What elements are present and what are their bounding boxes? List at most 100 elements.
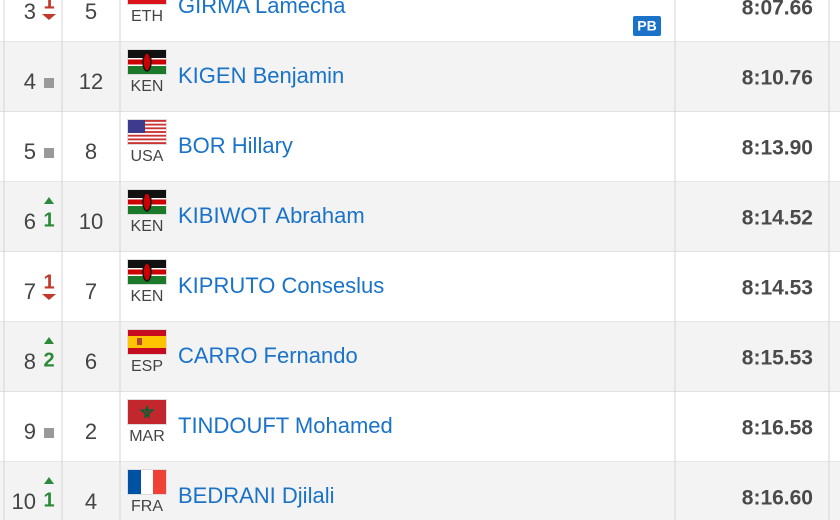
flag	[127, 469, 167, 495]
flag-stripe	[128, 134, 166, 137]
athlete-name: GIRMA Lamecha	[178, 0, 346, 18]
result-row: 10 1 4 FRA BEDRANI Djilali 8:16.60	[0, 462, 840, 520]
athlete-name: KIBIWOT Abraham	[178, 203, 365, 228]
position-change: 1	[43, 489, 54, 511]
result-row: 8 2 6 ESP CARRO Fernando 8:15.53	[0, 322, 840, 393]
rank: 4	[24, 69, 36, 94]
flag-star	[139, 405, 155, 419]
athlete-name: CARRO Fernando	[178, 343, 358, 368]
bib-number: 2	[85, 419, 97, 444]
position-change: 1	[43, 209, 54, 231]
result-time: 8:07.66	[742, 0, 813, 20]
row-background	[0, 182, 840, 252]
flag-stripe	[128, 336, 166, 348]
row-background	[0, 42, 840, 112]
athlete-name: KIGEN Benjamin	[178, 63, 344, 88]
bib-number: 10	[79, 209, 103, 234]
flag-stripe	[128, 120, 166, 122]
row-background	[0, 252, 840, 322]
flag-stripe	[128, 0, 166, 4]
bib-number: 6	[85, 349, 97, 374]
flag-emblem	[137, 338, 142, 345]
flag	[127, 259, 167, 285]
country-code: KEN	[131, 288, 164, 305]
bib-number: 5	[85, 0, 97, 24]
bib-number: 12	[79, 69, 103, 94]
flag-border	[127, 469, 167, 495]
no-change-marker	[44, 428, 54, 438]
flag-stripe	[128, 470, 141, 494]
flag-shield	[142, 192, 152, 212]
up-arrow	[44, 477, 54, 484]
up-arrow	[44, 197, 54, 204]
flag-border	[127, 49, 167, 75]
rank: 9	[24, 419, 36, 444]
athlete-name: KIPRUTO Conseslus	[178, 273, 384, 298]
rank: 7	[24, 279, 36, 304]
flag	[127, 49, 167, 75]
down-arrow	[42, 294, 56, 300]
flag-canton	[128, 120, 145, 133]
flag-stripe	[141, 470, 153, 494]
rank: 8	[24, 349, 36, 374]
row-background	[0, 462, 840, 520]
flag-stripe	[128, 142, 166, 144]
rank: 10	[12, 489, 36, 514]
flag-stripe	[128, 123, 166, 126]
row-background	[0, 0, 840, 42]
flag-stripe	[128, 138, 166, 141]
down-arrow	[42, 14, 56, 20]
position-change: 1	[43, 0, 54, 13]
result-time: 8:13.90	[742, 137, 813, 160]
flag	[127, 0, 167, 5]
bib-number: 4	[85, 489, 97, 514]
result-row: 3 1 5 ETH GIRMA Lamecha PB 8:07.66	[0, 0, 840, 43]
rank: 3	[24, 0, 36, 24]
position-change: 1	[43, 271, 54, 293]
row-background	[0, 112, 840, 182]
bib-number: 8	[85, 139, 97, 164]
flag-stripe	[128, 127, 166, 130]
flag-border	[127, 119, 167, 145]
flag	[127, 329, 167, 355]
result-time: 8:14.53	[742, 277, 813, 300]
flag	[127, 189, 167, 215]
pb-badge	[633, 16, 661, 36]
result-row: 7 1 7 KEN KIPRUTO Conseslus 8:14.53	[0, 252, 840, 323]
row-background	[0, 322, 840, 392]
position-change: 2	[43, 349, 54, 371]
bib-number: 7	[85, 279, 97, 304]
result-time: 8:10.76	[742, 67, 813, 90]
result-row: 5 8 USA BOR Hillary 8:13.90	[0, 112, 840, 183]
flag-shield	[142, 262, 152, 282]
result-time: 8:16.60	[742, 487, 813, 510]
athlete-name: TINDOUFT Mohamed	[178, 413, 393, 438]
country-code: KEN	[131, 78, 164, 95]
flag-border	[127, 329, 167, 355]
flag-border	[127, 259, 167, 285]
country-code: FRA	[131, 498, 163, 515]
no-change-marker	[44, 78, 54, 88]
result-time: 8:14.52	[742, 207, 813, 230]
flag	[127, 399, 167, 425]
athlete-name: BEDRANI Djilali	[178, 483, 334, 508]
country-code: MAR	[129, 428, 165, 445]
country-code: ETH	[131, 8, 163, 25]
flag-stripe	[153, 470, 166, 494]
flag-border	[127, 0, 167, 5]
no-change-marker	[44, 148, 54, 158]
country-code: ESP	[131, 358, 163, 375]
pb-label: PB	[637, 18, 656, 34]
flag-shield	[142, 52, 152, 72]
flag-field	[128, 400, 166, 424]
country-code: KEN	[131, 218, 164, 235]
country-code: USA	[131, 148, 164, 165]
flag-border	[127, 189, 167, 215]
result-time: 8:16.58	[742, 417, 814, 440]
result-row: 4 12 KEN KIGEN Benjamin 8:10.76	[0, 42, 840, 113]
flag-stripe	[128, 131, 166, 133]
result-time: 8:15.53	[742, 347, 813, 370]
up-arrow	[44, 337, 54, 344]
